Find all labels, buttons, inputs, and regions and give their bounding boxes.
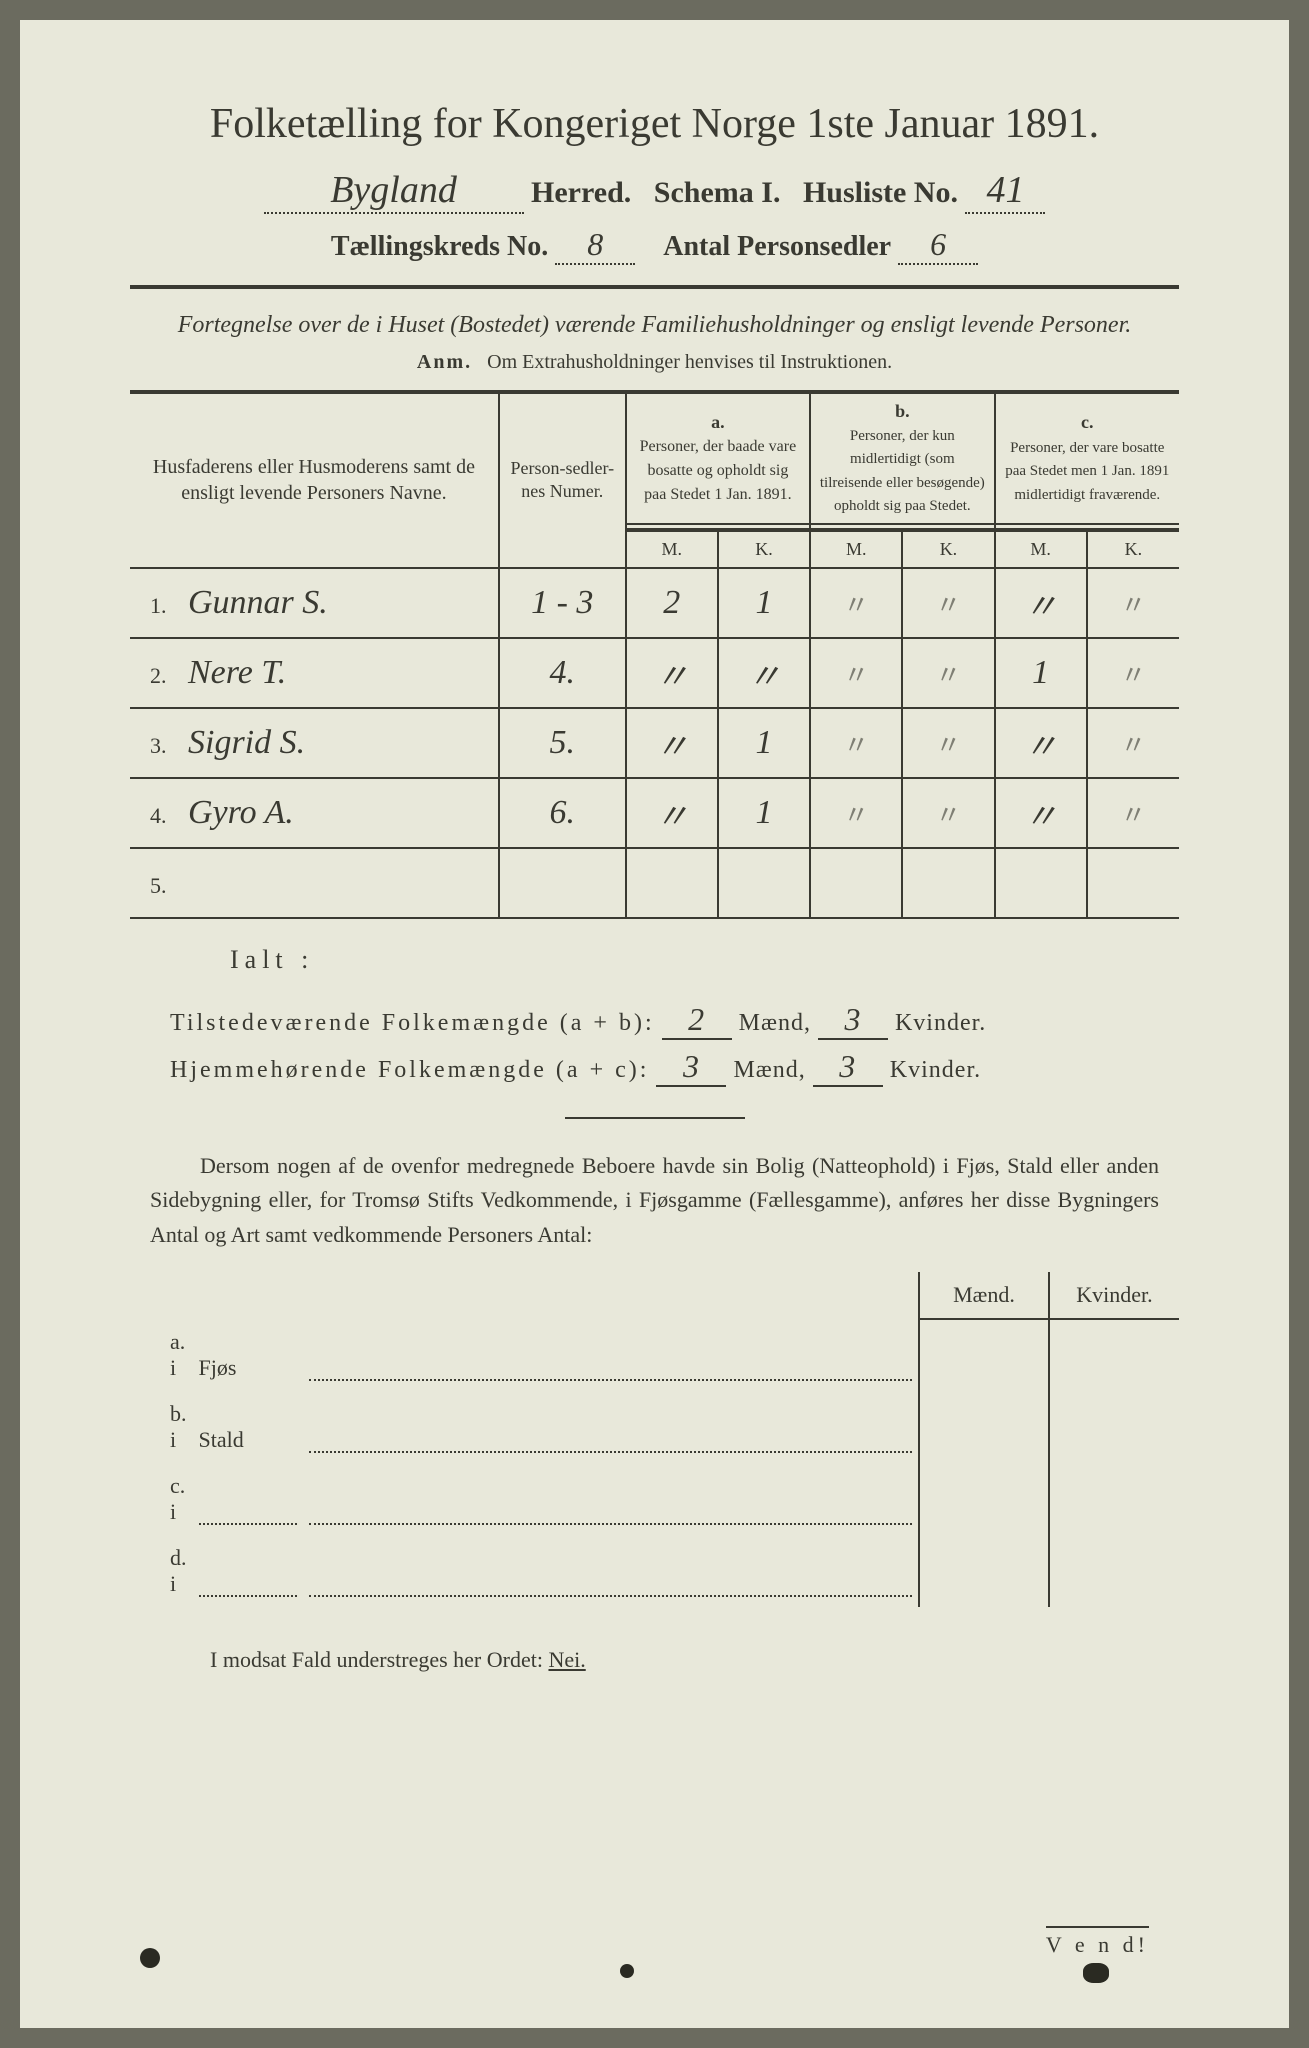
anm-text: Om Extrahusholdninger henvises til Instr… [487, 351, 892, 373]
row-d: d. i [130, 1535, 1179, 1607]
row-a: a. i Fjøs [130, 1319, 1179, 1391]
antal-label: Antal Personsedler [663, 231, 891, 262]
side-maend: Mænd. [919, 1272, 1049, 1319]
col-numer: Person-sedler-nes Numer. [499, 392, 626, 569]
header-line-2: Bygland Herred. Schema I. Husliste No. 4… [130, 168, 1179, 214]
subtitle: Fortegnelse over de i Huset (Bostedet) v… [130, 309, 1179, 343]
kreds-label: Tællingskreds No. [331, 231, 548, 262]
ink-spot [1083, 1963, 1109, 1983]
table-row: 5. [130, 848, 1179, 918]
nei-line: I modsat Fald understreges her Ordet: Ne… [210, 1647, 1159, 1673]
col-names: Husfaderens eller Husmoderens samt de en… [130, 392, 499, 569]
herred-value: Bygland [264, 168, 524, 214]
col-a: a. Personer, der baade vare bosatte og o… [626, 392, 810, 524]
col-c-k: K. [1087, 530, 1179, 568]
kreds-value: 8 [555, 226, 635, 265]
col-c: c. Personer, der vare bosatte paa Stedet… [995, 392, 1179, 524]
anm-label: Anm. [417, 351, 472, 373]
husliste-label: Husliste No. [803, 176, 958, 209]
col-b-m: M. [810, 530, 902, 568]
anm-line: Anm. Om Extrahusholdninger henvises til … [130, 351, 1179, 374]
page-title: Folketælling for Kongeriget Norge 1ste J… [130, 100, 1179, 148]
ialt-label: Ialt : [230, 945, 1179, 975]
schema-label: Schema I. [654, 176, 781, 209]
rule-short [565, 1117, 745, 1119]
census-form-page: Folketælling for Kongeriget Norge 1ste J… [20, 20, 1289, 2028]
vend-label: V e n d! [1046, 1926, 1149, 1958]
ink-spot [620, 1964, 634, 1978]
husliste-value: 41 [965, 168, 1045, 214]
side-kvinder: Kvinder. [1049, 1272, 1179, 1319]
row-c: c. i [130, 1463, 1179, 1535]
table-row: 4.Gyro A.6.〃1〃〃〃〃 [130, 778, 1179, 848]
present-k: 3 [818, 1001, 888, 1040]
table-row: 1.Gunnar S.1 - 321〃〃〃〃 [130, 568, 1179, 638]
building-paragraph: Dersom nogen af de ovenfor medregnede Be… [150, 1149, 1159, 1251]
ink-spot [140, 1948, 160, 1968]
table-row: 2.Nere T.4.〃〃〃〃1〃 [130, 638, 1179, 708]
resident-k: 3 [813, 1048, 883, 1087]
col-a-m: M. [626, 530, 718, 568]
nei-word: Nei. [548, 1647, 585, 1672]
header-line-3: Tællingskreds No. 8 Antal Personsedler 6 [130, 226, 1179, 265]
table-row: 3.Sigrid S.5.〃1〃〃〃〃 [130, 708, 1179, 778]
col-a-k: K. [718, 530, 810, 568]
row-b: b. i Stald [130, 1391, 1179, 1463]
antal-value: 6 [898, 226, 978, 265]
rule-1 [130, 285, 1179, 289]
col-b-k: K. [902, 530, 994, 568]
totals-present: Tilstedeværende Folkemængde (a + b): 2 M… [170, 1001, 1179, 1040]
col-b: b. Personer, der kun midlertidigt (som t… [810, 392, 994, 524]
col-c-m: M. [995, 530, 1087, 568]
buildings-table: Mænd. Kvinder. a. i Fjøs b. i Stald c. i… [130, 1272, 1179, 1607]
household-table: Husfaderens eller Husmoderens samt de en… [130, 390, 1179, 920]
resident-m: 3 [656, 1048, 726, 1087]
herred-label: Herred. [531, 176, 631, 209]
present-m: 2 [662, 1001, 732, 1040]
totals-resident: Hjemmehørende Folkemængde (a + c): 3 Mæn… [170, 1048, 1179, 1087]
